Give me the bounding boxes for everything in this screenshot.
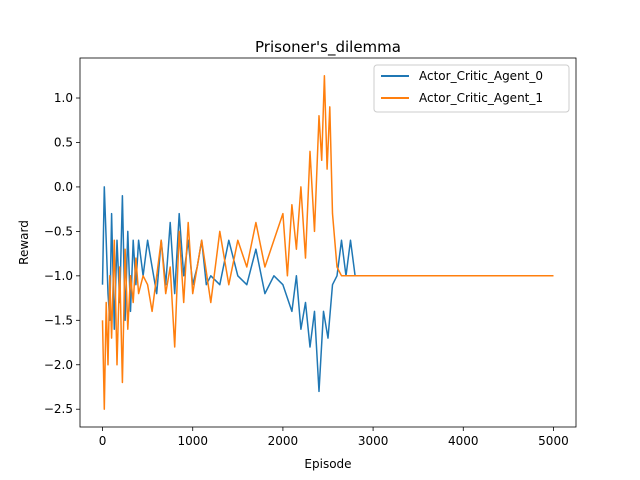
plot-frame [79, 57, 577, 428]
x-axis-label: Episode [304, 457, 351, 471]
x-tick-label: 0 [99, 434, 107, 448]
x-tick-label: 5000 [538, 434, 569, 448]
x-tick-label: 4000 [448, 434, 479, 448]
y-axis-label: Reward [17, 220, 31, 265]
y-tick-label: −0.5 [44, 224, 73, 238]
legend-box [373, 64, 570, 113]
legend: Actor_Critic_Agent_0 Actor_Critic_Agent_… [373, 64, 570, 113]
plot-lines [101, 75, 554, 410]
y-tick-label: 0.5 [54, 135, 73, 149]
y-tick-label: 0.0 [54, 180, 73, 194]
x-tick-label: 2000 [268, 434, 299, 448]
series-line-agent-0 [101, 186, 554, 393]
y-axis-ticks: −2.5 −2.0 −1.5 −1.0 −0.5 0.0 0.5 1.0 [44, 91, 80, 416]
y-tick-label: −1.5 [44, 313, 73, 327]
y-tick-label: 1.0 [54, 91, 73, 105]
y-tick-label: −2.5 [44, 402, 73, 416]
y-tick-label: −2.0 [44, 358, 73, 372]
series-line-agent-1 [101, 75, 554, 410]
legend-label-agent-1: Actor_Critic_Agent_1 [419, 91, 543, 105]
x-axis-ticks: 0 1000 2000 3000 4000 5000 [99, 427, 569, 448]
chart-title: Prisoner's_dilemma [255, 38, 401, 57]
x-tick-label: 3000 [358, 434, 389, 448]
y-tick-label: −1.0 [44, 269, 73, 283]
legend-label-agent-0: Actor_Critic_Agent_0 [419, 69, 543, 83]
x-tick-label: 1000 [177, 434, 208, 448]
